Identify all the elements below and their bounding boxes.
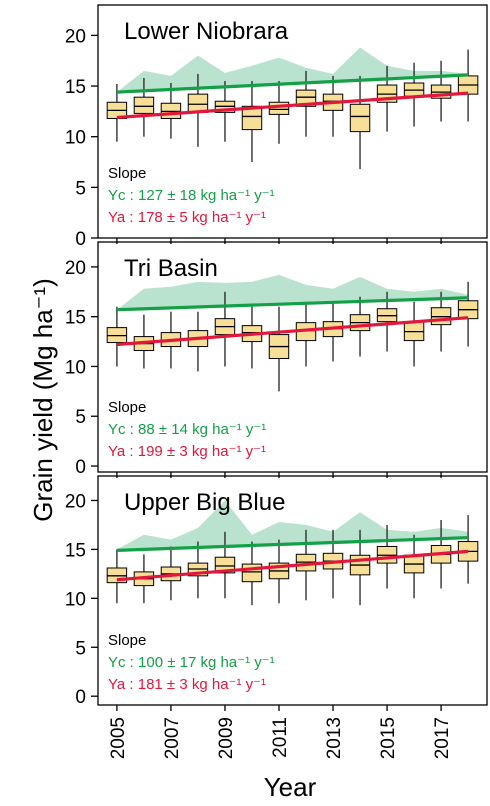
panel-frame [97, 475, 488, 706]
y-axis-title-text: Grain yield (Mg ha⁻¹) [28, 278, 58, 521]
box-plot-2008 [187, 541, 209, 599]
y-axis-title: Grain yield (Mg ha⁻¹) [28, 278, 58, 521]
chart-panel: 0 5 10 15 20 Lower Niobrara Slope Yc : 127 ± 18… [65, 4, 488, 250]
y-tick-label: 5 [75, 638, 86, 659]
y-tick-label: 15 [65, 308, 86, 329]
slope-heading: Slope [108, 165, 146, 182]
slope-heading: Slope [108, 399, 146, 416]
y-tick-label: 15 [65, 77, 86, 98]
box-plot-2010 [241, 541, 263, 606]
panel-frame [97, 4, 488, 239]
box-plot-2016 [403, 62, 425, 127]
box-plot-2018 [457, 49, 479, 122]
yc-band [116, 274, 469, 310]
x-tick-label: 2015 [378, 717, 399, 759]
box-iqr [133, 96, 155, 114]
x-tick-label: 2011 [270, 717, 291, 758]
slope-yc-label: Yc : 100 ± 17 kg ha⁻¹ y⁻¹ [108, 654, 275, 671]
box-plot-2008 [187, 73, 209, 147]
box-plot-2016 [403, 301, 425, 367]
x-tick-label: 2009 [216, 717, 237, 759]
yc-trend-line [116, 536, 469, 552]
yc-band [116, 500, 469, 550]
panel-title: Lower Niobrara [124, 18, 289, 45]
x-tick-label: 2007 [162, 717, 183, 759]
y-tick-label: 15 [65, 540, 86, 561]
box-iqr [349, 103, 371, 133]
box-plot-2006 [133, 77, 155, 137]
y-tick-label: 0 [75, 229, 86, 250]
y-tick-label: 0 [75, 687, 86, 708]
box-plot-2011 [268, 80, 290, 144]
yc-trend-line [116, 73, 469, 94]
y-tick-label: 10 [65, 357, 86, 378]
box-plot-2010 [241, 306, 263, 369]
y-tick-label: 5 [75, 407, 86, 428]
y-tick-label: 20 [65, 491, 86, 512]
box-iqr [187, 93, 209, 113]
chart-panel: 0 5 10 15 20 Tri Basin Slope Yc : 88 ± 14 kg ha… [65, 241, 488, 478]
y-tick-label: 10 [65, 128, 86, 149]
panel-title: Upper Big Blue [124, 489, 285, 516]
box-plot-2016 [403, 534, 425, 599]
y-tick-label: 20 [65, 258, 86, 279]
yc-trend-line [116, 296, 469, 312]
ya-trend-line [116, 549, 469, 582]
box-iqr [268, 101, 290, 115]
box-plot-2005 [106, 549, 128, 604]
box-plot-2017 [430, 60, 452, 122]
x-axis-title: Year [264, 772, 317, 802]
box-plot-2009 [214, 80, 236, 142]
box-plot-2008 [187, 311, 209, 372]
y-tick-label: 10 [65, 589, 86, 610]
yc-band [116, 47, 469, 93]
box-plot-2005 [106, 84, 128, 142]
box-plot-2012 [295, 301, 317, 367]
box-plot-2011 [268, 306, 290, 392]
box-iqr [214, 556, 236, 574]
box-plot-2013 [322, 75, 344, 137]
ya-trend-line [116, 91, 469, 120]
x-tick-label: 2017 [432, 717, 453, 759]
slope-yc-label: Yc : 88 ± 14 kg ha⁻¹ y⁻¹ [108, 421, 266, 438]
box-plot-2014 [349, 75, 371, 170]
box-plot-2012 [295, 70, 317, 137]
box-plot-2005 [106, 306, 128, 367]
y-tick-label: 5 [75, 178, 86, 199]
box-plot-2015 [376, 291, 398, 352]
y-tick-label: 20 [65, 26, 86, 47]
box-iqr [295, 89, 317, 107]
box-plot-2009 [214, 531, 236, 599]
ya-trend-line [116, 316, 469, 347]
panel-frame [97, 241, 488, 473]
box-plot-2018 [457, 515, 479, 584]
slope-ya-label: Ya : 178 ± 5 kg ha⁻¹ y⁻¹ [108, 209, 266, 226]
box-plot-2018 [457, 281, 479, 347]
box-plot-2010 [241, 80, 263, 163]
y-tick-label: 0 [75, 457, 86, 478]
slope-ya-label: Ya : 181 ± 3 kg ha⁻¹ y⁻¹ [108, 676, 266, 693]
box-plot-2013 [322, 301, 344, 362]
box-iqr [241, 105, 263, 131]
slope-ya-label: Ya : 199 ± 3 kg ha⁻¹ y⁻¹ [108, 443, 266, 460]
x-tick-label: 2005 [108, 717, 129, 759]
panel-title: Tri Basin [124, 255, 218, 282]
slope-heading: Slope [108, 632, 146, 649]
x-tick-label: 2013 [324, 717, 345, 759]
box-plot-2011 [268, 539, 290, 604]
panels: 0 5 10 15 20 Lower Niobrara Slope Yc : 127 ± 18… [65, 4, 488, 759]
slope-yc-label: Yc : 127 ± 18 kg ha⁻¹ y⁻¹ [108, 187, 275, 204]
chart-panel: 0 5 10 15 20 2005 2007 2009 2011 2013 2015 2017 Uppe… [65, 475, 488, 759]
